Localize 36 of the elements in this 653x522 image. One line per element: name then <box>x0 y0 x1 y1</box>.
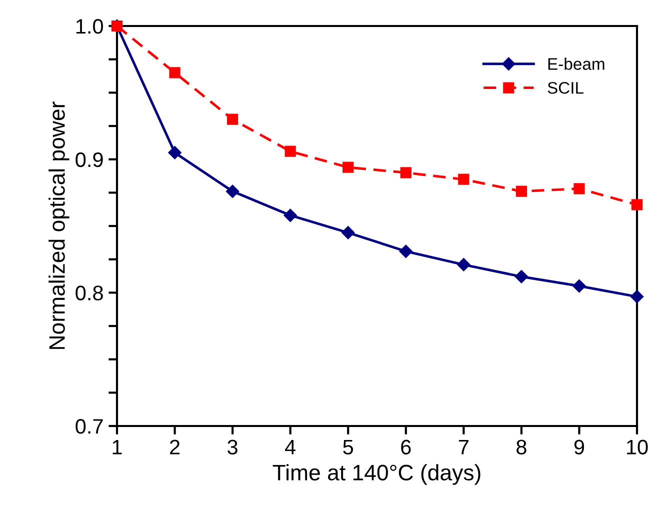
point <box>631 199 643 210</box>
x-tick-label: 10 <box>627 440 648 454</box>
x-tick-label: 5 <box>343 440 354 454</box>
x-tick-label: 9 <box>574 440 584 454</box>
y-tick-label: 0.7 <box>76 419 103 434</box>
point <box>342 162 354 173</box>
x-tick-label: 3 <box>228 440 238 454</box>
x-tick-label: 2 <box>170 440 180 454</box>
point <box>399 244 412 258</box>
x-tick-label: 4 <box>285 440 296 454</box>
point <box>516 186 527 197</box>
x-tick-label: 7 <box>458 440 468 454</box>
legend-label: E-beam <box>548 58 604 70</box>
point <box>342 226 355 240</box>
x-tick-label: 1 <box>112 440 122 454</box>
point <box>284 146 296 157</box>
y-tick-label: 0.9 <box>76 152 103 168</box>
point <box>400 167 412 178</box>
point <box>168 146 182 160</box>
point <box>630 290 644 304</box>
point <box>458 174 470 185</box>
point <box>226 184 240 198</box>
y-axis-title: Normalized optical power <box>48 102 70 349</box>
y-tick-label: 0.8 <box>76 286 103 300</box>
x-tick-label: 6 <box>401 440 411 454</box>
point <box>457 258 470 272</box>
y-tick-label: 1.0 <box>76 19 103 34</box>
point <box>572 279 586 293</box>
point <box>227 114 238 125</box>
legend-label: SCIL <box>548 82 584 94</box>
point <box>169 67 180 78</box>
point <box>284 208 297 222</box>
x-tick-label: 8 <box>516 440 526 454</box>
x-axis-title: Time at 140°C (days) <box>272 464 480 485</box>
point <box>514 270 528 284</box>
point <box>574 183 585 194</box>
